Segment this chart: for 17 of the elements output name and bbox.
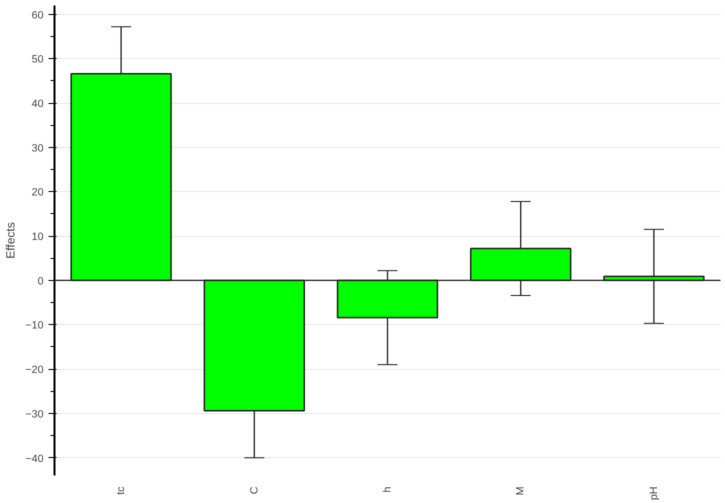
y-tick-label: 50: [32, 54, 44, 66]
y-tick-label: −10: [25, 320, 44, 332]
y-tick-label: 40: [32, 98, 44, 110]
x-tick-label: M: [514, 486, 527, 496]
y-tick-label: 0: [38, 275, 44, 288]
x-tick-label: C: [248, 486, 260, 494]
y-tick-label: −30: [25, 408, 44, 420]
x-tick-label: tc: [115, 486, 128, 495]
y-tick-label: 30: [32, 142, 44, 154]
y-tick-label: 10: [32, 231, 44, 244]
y-tick-label: −20: [25, 364, 44, 376]
y-tick-label: 60: [32, 9, 44, 22]
x-tick-label: pH: [648, 486, 660, 500]
y-axis-title: Effects: [3, 222, 18, 259]
x-tick-label: h: [382, 486, 394, 492]
y-tick-label: −40: [25, 452, 44, 465]
y-tick-label: 20: [32, 186, 44, 199]
